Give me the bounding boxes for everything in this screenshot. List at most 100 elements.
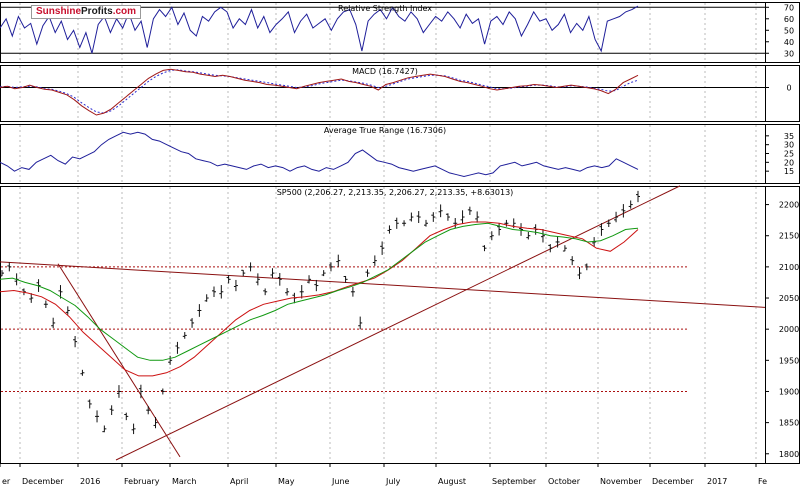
- price-bar: [248, 262, 253, 272]
- month-label-9: August: [438, 477, 466, 486]
- tick-label-1-4: 30: [784, 49, 794, 58]
- price-bar: [438, 204, 443, 218]
- price-bar: [285, 288, 290, 296]
- price-bar: [102, 425, 107, 433]
- price-bar: [95, 410, 100, 423]
- price-bar: [424, 219, 428, 227]
- price-bar: [489, 231, 494, 241]
- price-bar: [109, 405, 114, 416]
- price-bar: [548, 244, 553, 253]
- price-bar: [482, 245, 487, 252]
- price-bar: [372, 255, 377, 266]
- macd-line: [0, 68, 639, 116]
- price-bar: [80, 369, 85, 376]
- trend-line-rising-support: [115, 185, 681, 461]
- price-bar: [43, 300, 48, 308]
- price-bar: [314, 279, 319, 292]
- tick-label-4-4: 2000: [779, 325, 799, 334]
- price-bar: [182, 332, 187, 339]
- price-bar: [621, 204, 626, 218]
- tick-label-1-2: 50: [784, 26, 794, 35]
- month-label-10: September: [492, 477, 537, 486]
- month-label-14: 2017: [707, 477, 727, 486]
- tick-label-4-1: 2150: [779, 232, 799, 241]
- trend-line-long-declining: [0, 261, 766, 308]
- rsi-title: Relative Strength Index: [338, 4, 432, 13]
- price-bar: [175, 341, 180, 354]
- moving-average-green: [0, 222, 639, 361]
- tick-label-4-5: 1950: [779, 356, 799, 365]
- month-label-7: June: [331, 477, 350, 486]
- tick-label-3-2: 25: [784, 150, 794, 159]
- month-label-6: May: [278, 477, 295, 486]
- price-bar: [153, 417, 158, 429]
- price-bar: [21, 288, 26, 296]
- price-bar: [416, 211, 421, 224]
- price-bar: [212, 286, 216, 298]
- month-label-5: April: [230, 477, 248, 486]
- atr-title: Average True Range (16.7306): [324, 126, 446, 135]
- macd-signal-line: [0, 69, 639, 114]
- price-bar: [160, 388, 165, 395]
- price-bar: [504, 219, 509, 227]
- price-bar: [570, 256, 575, 266]
- price-bar: [387, 225, 392, 234]
- tick-label-1-3: 40: [784, 38, 794, 47]
- month-label-0: er: [2, 477, 11, 486]
- tick-label-4-8: 1800: [779, 450, 799, 459]
- price-bar: [628, 200, 633, 209]
- price-bar: [584, 263, 589, 271]
- price-bar: [73, 336, 78, 348]
- price-bar: [168, 355, 173, 365]
- macd-title: MACD (16.7427): [352, 67, 418, 76]
- price-bar: [460, 210, 465, 224]
- month-label-13: December: [652, 477, 694, 486]
- price-bar: [7, 262, 12, 272]
- price-bar: [124, 412, 129, 421]
- sunshine-profits-logo: SunshineProfits.com: [31, 5, 142, 19]
- price-bar: [431, 212, 436, 222]
- tick-label-4-0: 2200: [779, 201, 799, 210]
- price-bar: [65, 306, 70, 315]
- price-bar: [350, 286, 355, 297]
- price-bar: [190, 318, 195, 328]
- price-bar: [226, 275, 231, 284]
- trend-line-falling: [57, 263, 181, 458]
- tick-label-4-6: 1900: [779, 387, 799, 396]
- price-bar: [409, 212, 414, 222]
- price-bar: [116, 385, 121, 398]
- price-bar: [614, 211, 619, 223]
- month-label-1: December: [22, 477, 64, 486]
- price-bar: [328, 262, 333, 272]
- tick-label-3-1: 30: [784, 141, 794, 150]
- price-bar: [204, 294, 209, 302]
- price-bar: [365, 269, 370, 277]
- tick-label-1-0: 70: [784, 3, 794, 12]
- tick-label-3-0: 35: [784, 132, 794, 141]
- price-bar: [540, 228, 545, 243]
- month-label-8: July: [385, 477, 401, 486]
- price-bar: [0, 270, 4, 277]
- price-bar: [255, 273, 260, 286]
- price-bar: [233, 279, 238, 292]
- price-bar: [453, 218, 458, 229]
- price-bar: [497, 223, 502, 236]
- tick-label-4-2: 2100: [779, 263, 799, 272]
- tick-label-4-3: 2050: [779, 294, 799, 303]
- price-bar: [380, 241, 385, 255]
- tick-label-1-1: 60: [784, 15, 794, 24]
- price-bar: [263, 288, 268, 296]
- price-bar: [343, 275, 348, 283]
- price-bar: [197, 304, 202, 317]
- price-bar: [51, 317, 56, 329]
- price-bar: [358, 316, 363, 330]
- price-bar: [402, 220, 407, 227]
- logo-part-sunshine: Sunshine: [36, 6, 82, 17]
- atr-series-line: [0, 131, 639, 178]
- rsi-series-line: [0, 5, 639, 54]
- month-label-11: October: [548, 477, 581, 486]
- price-bar: [599, 223, 604, 236]
- price-bar: [29, 293, 34, 303]
- price-bar: [138, 384, 143, 399]
